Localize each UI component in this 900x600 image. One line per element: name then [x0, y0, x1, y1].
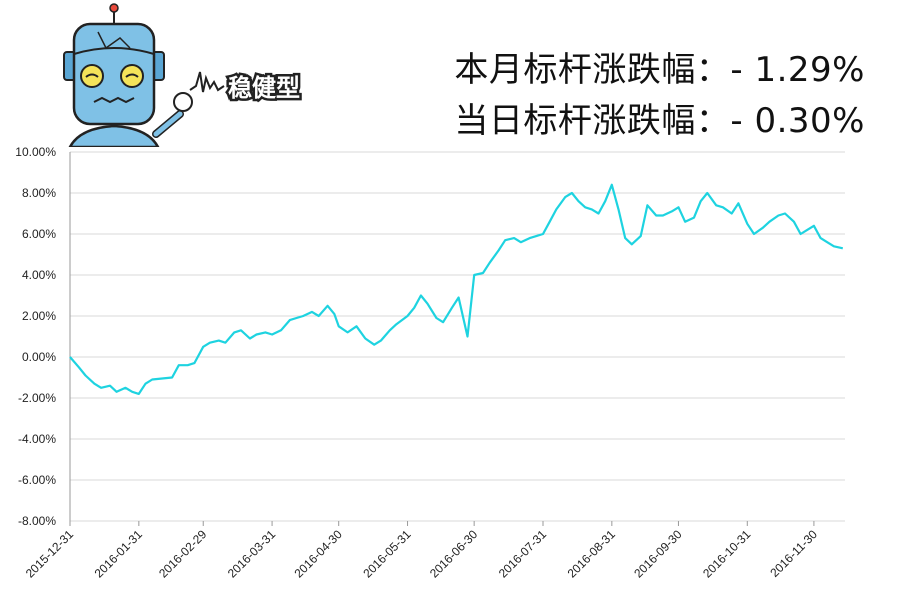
day-benchmark-change: 当日标杆涨跌幅：- 0.30% [454, 93, 865, 142]
x-tick-label: 2016-11-30 [767, 527, 820, 580]
series-line [69, 183, 844, 395]
x-tick-label: 2016-10-31 [700, 527, 754, 581]
y-tick-label: 0.00% [22, 350, 56, 364]
x-tick-label: 2016-01-31 [92, 527, 146, 581]
x-axis-ticks: 2015-12-31 2016-01-31 2016-02-29 2016-03-31… [23, 521, 820, 581]
y-tick-label: 4.00% [22, 268, 56, 282]
x-tick-label: 2015-12-31 [23, 527, 77, 581]
x-tick-label: 2016-03-31 [225, 527, 279, 581]
header: 稳健型 本月标杆涨跌幅：- 1.29% 当日标杆涨跌幅：- 0.30% [0, 0, 900, 147]
robot-mascot-icon: 稳健型 [63, 3, 303, 147]
y-tick-label: -2.00% [18, 391, 56, 405]
x-tick-label: 2016-02-29 [156, 527, 210, 581]
month-benchmark-label: 本月标杆涨跌幅： [454, 50, 731, 90]
series-layer [69, 183, 844, 395]
month-benchmark-change: 本月标杆涨跌幅：- 1.29% [454, 42, 865, 91]
y-tick-label: 2.00% [22, 309, 56, 323]
logo-text: 稳健型 [228, 74, 300, 102]
x-tick-label: 2016-06-30 [427, 527, 481, 581]
month-benchmark-value: - 1.29% [730, 50, 865, 90]
y-tick-label: -4.00% [18, 432, 56, 446]
grid-lines [70, 151, 845, 522]
x-tick-label: 2016-09-30 [631, 527, 685, 581]
x-tick-label: 2016-04-30 [292, 527, 346, 581]
x-tick-label: 2016-05-31 [360, 527, 414, 581]
y-tick-label: -8.00% [18, 514, 56, 528]
line-chart: 10.00% 8.00% 6.00% 4.00% 2.00% 0.00% -2.00% -4.… [15, 145, 845, 581]
y-tick-label: 10.00% [15, 145, 56, 159]
y-axis-ticks: 10.00% 8.00% 6.00% 4.00% 2.00% 0.00% -2.00% -4.… [15, 145, 56, 528]
x-tick-label: 2016-08-31 [565, 527, 619, 581]
y-tick-label: -6.00% [18, 473, 56, 487]
x-tick-label: 2016-07-31 [496, 527, 550, 581]
day-benchmark-label: 当日标杆涨跌幅： [454, 101, 731, 141]
day-benchmark-value: - 0.30% [730, 101, 865, 141]
y-tick-label: 6.00% [22, 227, 56, 241]
y-tick-label: 8.00% [22, 186, 56, 200]
